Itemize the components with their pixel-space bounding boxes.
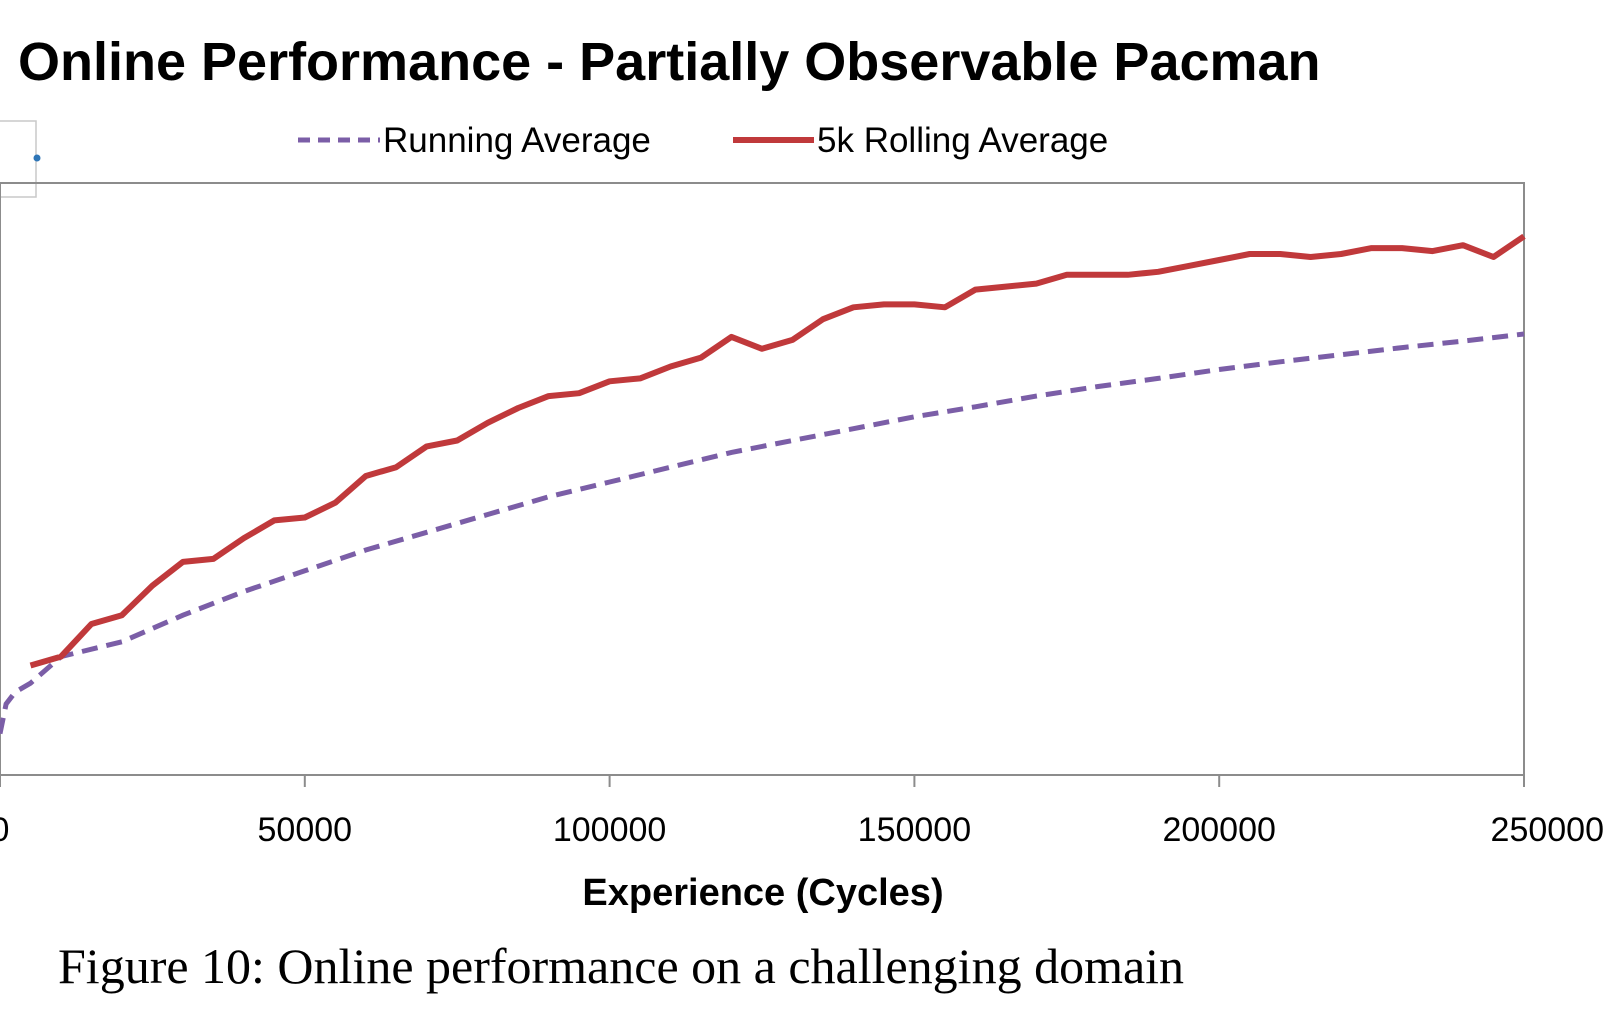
legend: Running Average 5k Rolling Average xyxy=(298,121,1108,160)
x-tick-label: 100000 xyxy=(553,811,666,849)
x-tick-label: 200000 xyxy=(1162,811,1275,849)
series-line-running-average xyxy=(0,334,1524,734)
selection-box xyxy=(0,121,36,197)
legend-item-running-average: Running Average xyxy=(298,121,651,160)
selection-handle xyxy=(34,155,41,162)
series-line-5k-rolling-average xyxy=(31,236,1525,665)
legend-label-5k-rolling-average: 5k Rolling Average xyxy=(817,121,1108,160)
legend-label-running-average: Running Average xyxy=(383,121,651,160)
figure-caption: Figure 10: Online performance on a chall… xyxy=(58,938,1184,994)
plot-area xyxy=(0,183,1524,775)
x-axis: 0 50000 100000 150000 200000 250000 xyxy=(0,775,1604,849)
x-axis-label: Experience (Cycles) xyxy=(582,872,943,914)
x-tick-label: 150000 xyxy=(858,811,971,849)
x-tick-label: 0 xyxy=(0,811,9,849)
legend-item-5k-rolling-average: 5k Rolling Average xyxy=(733,121,1108,160)
x-tick-label: 50000 xyxy=(258,811,353,849)
chart-title: Online Performance - Partially Observabl… xyxy=(18,32,1321,92)
x-tick-label: 250000 xyxy=(1491,811,1604,849)
